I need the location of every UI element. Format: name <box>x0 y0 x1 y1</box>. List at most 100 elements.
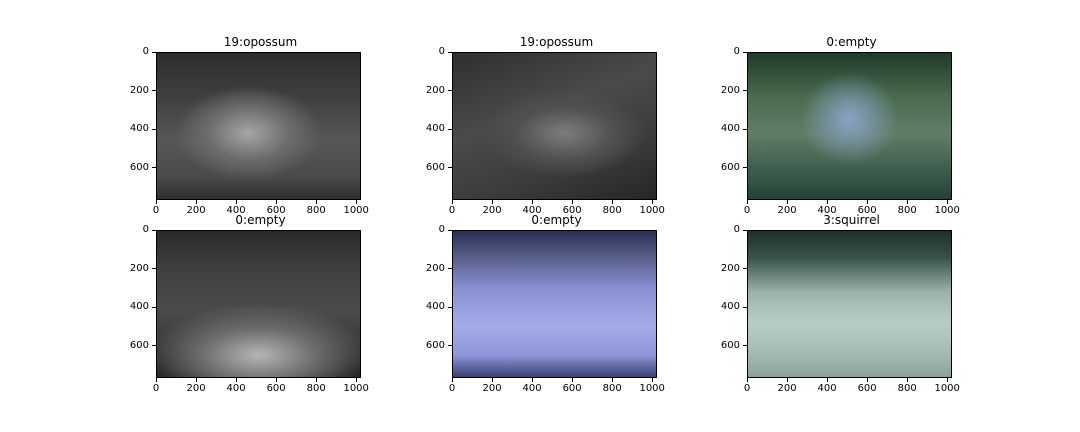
panel-title: 3:squirrel <box>823 213 880 227</box>
x-tick-mark <box>746 200 748 204</box>
y-tick-label: 400 <box>720 301 740 313</box>
camera-trap-image <box>747 52 952 200</box>
y-tick-label: 0 <box>142 224 149 235</box>
camera-trap-image <box>452 52 657 200</box>
x-tick-mark <box>611 200 613 204</box>
x-tick-mark <box>531 378 533 382</box>
x-tick-label: 600 <box>562 205 582 216</box>
camera-trap-image <box>452 230 657 378</box>
y-tick-label: 400 <box>129 123 149 135</box>
x-tick-label: 600 <box>857 383 877 394</box>
y-tick-label: 200 <box>720 262 740 274</box>
y-tick-label: 0 <box>733 224 740 235</box>
x-tick-mark <box>275 378 277 382</box>
x-tick-label: 800 <box>897 383 917 394</box>
y-tick-label: 200 <box>129 84 149 96</box>
x-tick-label: 0 <box>152 205 160 216</box>
x-tick-mark <box>826 200 828 204</box>
y-tick-label: 0 <box>438 46 445 57</box>
y-tick-label: 200 <box>129 262 149 274</box>
y-tick-mark <box>743 268 747 270</box>
x-tick-label: 0 <box>152 383 160 394</box>
x-tick-mark <box>491 200 493 204</box>
x-tick-label: 1000 <box>639 205 665 216</box>
x-tick-mark <box>786 200 788 204</box>
x-tick-mark <box>651 378 653 382</box>
camera-trap-image <box>747 230 952 378</box>
y-tick-mark <box>448 268 452 270</box>
x-tick-label: 600 <box>562 383 582 394</box>
x-tick-mark <box>155 378 157 382</box>
y-tick-mark <box>743 51 747 53</box>
y-tick-mark <box>448 306 452 308</box>
x-tick-label: 800 <box>306 383 326 394</box>
y-tick-mark <box>152 229 156 231</box>
y-tick-label: 0 <box>142 46 149 57</box>
y-tick-mark <box>448 345 452 347</box>
x-tick-label: 0 <box>448 205 456 216</box>
y-tick-mark <box>743 128 747 130</box>
x-tick-mark <box>275 200 277 204</box>
y-tick-mark <box>152 128 156 130</box>
x-tick-mark <box>866 378 868 382</box>
y-tick-label: 600 <box>720 161 740 173</box>
y-tick-mark <box>743 90 747 92</box>
y-tick-label: 600 <box>425 161 445 173</box>
x-tick-label: 800 <box>602 205 622 216</box>
y-tick-label: 600 <box>720 339 740 351</box>
y-tick-label: 200 <box>720 84 740 96</box>
y-tick-mark <box>152 167 156 169</box>
camera-trap-image <box>156 52 361 200</box>
x-tick-mark <box>491 378 493 382</box>
x-tick-label: 400 <box>226 205 246 216</box>
y-tick-mark <box>743 345 747 347</box>
x-tick-label: 1000 <box>934 383 960 394</box>
y-tick-mark <box>448 167 452 169</box>
x-tick-label: 200 <box>482 205 502 216</box>
y-tick-label: 400 <box>425 123 445 135</box>
y-tick-mark <box>448 128 452 130</box>
x-tick-mark <box>571 378 573 382</box>
x-tick-mark <box>235 378 237 382</box>
x-tick-mark <box>235 200 237 204</box>
camera-trap-image <box>156 230 361 378</box>
x-tick-label: 400 <box>817 205 837 216</box>
x-tick-mark <box>315 378 317 382</box>
y-tick-label: 400 <box>129 301 149 313</box>
x-tick-label: 800 <box>306 205 326 216</box>
x-tick-mark <box>946 200 948 204</box>
x-tick-mark <box>906 378 908 382</box>
y-tick-label: 0 <box>438 224 445 235</box>
y-tick-label: 200 <box>425 262 445 274</box>
x-tick-label: 600 <box>857 205 877 216</box>
x-tick-mark <box>451 378 453 382</box>
panel-title: 19:opossum <box>519 35 594 49</box>
y-tick-mark <box>743 306 747 308</box>
x-tick-label: 800 <box>602 383 622 394</box>
y-tick-mark <box>448 229 452 231</box>
y-tick-label: 600 <box>129 161 149 173</box>
x-tick-mark <box>531 200 533 204</box>
x-tick-label: 200 <box>482 383 502 394</box>
x-tick-label: 600 <box>266 205 286 216</box>
y-tick-mark <box>743 167 747 169</box>
y-tick-label: 200 <box>425 84 445 96</box>
x-tick-label: 200 <box>186 205 206 216</box>
y-tick-label: 600 <box>129 339 149 351</box>
x-tick-mark <box>946 378 948 382</box>
x-tick-mark <box>355 200 357 204</box>
y-tick-mark <box>152 345 156 347</box>
x-tick-mark <box>786 378 788 382</box>
y-tick-mark <box>152 51 156 53</box>
x-tick-mark <box>826 378 828 382</box>
x-tick-mark <box>195 378 197 382</box>
x-tick-label: 1000 <box>343 205 369 216</box>
x-tick-label: 200 <box>777 383 797 394</box>
panel-title: 0:empty <box>531 213 582 227</box>
x-tick-mark <box>611 378 613 382</box>
x-tick-label: 600 <box>266 383 286 394</box>
y-tick-label: 400 <box>720 123 740 135</box>
y-tick-label: 0 <box>733 46 740 57</box>
x-tick-label: 400 <box>522 205 542 216</box>
